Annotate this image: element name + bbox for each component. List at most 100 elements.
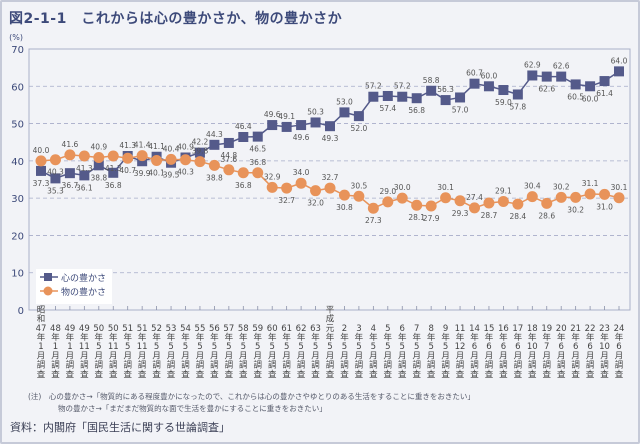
x-tick-label-part: 年	[253, 332, 262, 343]
x-tick-label-part: 51	[137, 324, 148, 334]
data-point	[93, 152, 105, 164]
plot-area	[28, 48, 631, 311]
data-label: 46.5	[249, 145, 266, 154]
data-label: 57.8	[509, 102, 526, 111]
data-point	[237, 167, 249, 179]
data-label: 30.8	[336, 203, 353, 212]
data-point	[252, 131, 263, 142]
x-tick-label-part: 調	[571, 360, 580, 371]
x-tick-label-part: 年	[196, 332, 205, 343]
x-tick-label-part: 査	[542, 369, 551, 380]
data-label: 38.8	[90, 173, 107, 182]
data-point	[64, 168, 75, 179]
data-point	[281, 182, 293, 194]
data-point	[512, 198, 524, 210]
data-label: 36.8	[235, 181, 252, 190]
x-tick-label-part: 調	[123, 360, 132, 371]
data-label: 57.2	[394, 82, 411, 91]
x-tick-label-part: 調	[369, 360, 378, 371]
x-tick-label-part: 元	[326, 324, 335, 334]
x-tick-label-part: 5	[197, 342, 202, 352]
x-axis: 昭和47年1月調査48年1月調査49年1月調査49年11月調査50年5月調査50…	[36, 305, 625, 379]
x-tick-label-part: 査	[485, 369, 494, 380]
data-point	[267, 120, 278, 131]
data-label: 28.6	[538, 211, 555, 220]
x-tick-label-part: 調	[167, 360, 176, 371]
x-tick-label-part: 月	[499, 351, 508, 361]
x-tick-label-part: 査	[210, 369, 219, 380]
data-point	[310, 117, 321, 128]
x-tick-label-part: 調	[66, 360, 75, 371]
x-tick-label-part: 年	[412, 332, 421, 343]
x-tick-label-part: 11	[108, 342, 119, 352]
data-label: 40.3	[177, 168, 194, 177]
x-tick-label-part: 年	[282, 332, 291, 343]
x-tick-label-part: 月	[340, 351, 349, 361]
data-label: 44.3	[206, 130, 223, 139]
y-tick-label: 40	[11, 157, 24, 168]
data-label: 64.0	[611, 56, 628, 65]
x-tick-label-part: 月	[80, 351, 89, 361]
x-tick-label-part: 3	[356, 324, 361, 334]
data-labels: 37.335.336.736.138.836.841.339.941.139.5…	[33, 56, 628, 225]
x-tick-label-part: 53	[166, 324, 177, 334]
x-tick-label-part: 調	[282, 360, 291, 371]
x-tick-label-part: 50	[108, 324, 119, 334]
data-point	[512, 89, 523, 100]
x-tick-label-part: 5	[342, 342, 347, 352]
data-label: 46.4	[235, 122, 252, 131]
x-tick-label-part: 5	[226, 342, 231, 352]
data-label: 40.4	[163, 144, 180, 153]
x-tick-label-part: 年	[66, 332, 75, 343]
x-tick-label-part: 調	[51, 360, 60, 371]
note-2: 物の豊かさ→「まだまだ物質的な面で生活を豊かにすることに重きをおきたい」	[58, 404, 327, 413]
x-tick-label-part: 月	[225, 351, 234, 361]
x-tick-label-part: 6	[587, 342, 592, 352]
x-tick-label-part: 5	[168, 342, 173, 352]
x-tick-label-part: 5	[298, 342, 303, 352]
data-label: 36.8	[249, 158, 266, 167]
data-label: 30.1	[611, 183, 628, 192]
x-tick-label-part: 査	[470, 369, 479, 380]
x-tick-label-part: 20	[556, 324, 567, 334]
x-tick-label-part: 査	[311, 369, 320, 380]
x-tick-label-part: 月	[268, 351, 277, 361]
x-tick-label-part: 57	[223, 324, 234, 334]
x-tick-label-part: 査	[282, 369, 291, 380]
data-label: 50.3	[307, 107, 324, 116]
x-tick-label-part: 調	[37, 360, 46, 371]
x-tick-label-part: 51	[122, 324, 133, 334]
x-tick-label-part: 5	[269, 342, 274, 352]
data-point	[483, 81, 494, 92]
x-tick-label-part: 月	[542, 351, 551, 361]
x-tick-label-part: 23	[599, 324, 610, 334]
x-tick-label-part: 年	[571, 332, 580, 343]
x-tick-label-part: 5	[183, 342, 188, 352]
x-tick-label-part: 調	[138, 360, 147, 371]
data-label: 41.3	[76, 164, 93, 173]
data-label: 32.7	[322, 173, 339, 182]
x-tick-label-part: 月	[37, 351, 46, 361]
x-tick-label-part: 56	[209, 324, 220, 334]
x-tick-label-part: 査	[586, 369, 595, 380]
data-label: 60.7	[466, 69, 483, 78]
data-point	[36, 165, 46, 176]
x-tick-label-part: 6	[616, 342, 621, 352]
x-tick-label-part: 調	[542, 360, 551, 371]
x-tick-label-part: 18	[527, 324, 538, 334]
x-tick-label-part: 47	[36, 324, 47, 334]
x-tick-label-part: 年	[311, 332, 320, 343]
x-tick-label-part: 5	[356, 342, 361, 352]
data-label: 30.4	[524, 182, 541, 191]
x-tick-label-part: 49	[79, 324, 90, 334]
x-tick-label-part: 年	[528, 332, 537, 343]
data-label: 39.9	[134, 169, 151, 178]
data-point	[64, 149, 76, 161]
x-tick-label-part: 査	[167, 369, 176, 380]
x-tick-label-part: 5	[385, 324, 390, 334]
